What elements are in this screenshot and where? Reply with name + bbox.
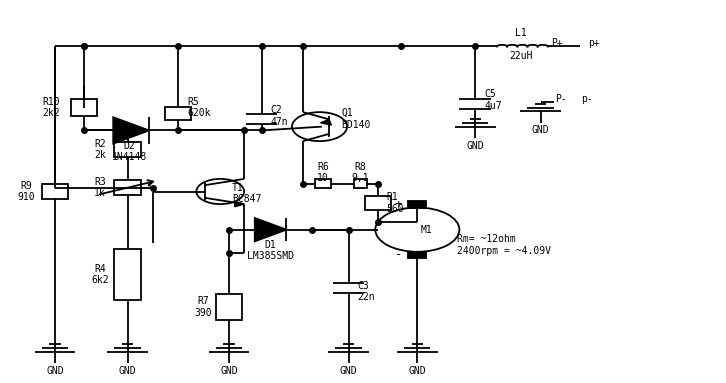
Bar [354,179,367,188]
Text: M1: M1 [421,225,433,235]
Bar [216,293,242,320]
Polygon shape [255,218,287,241]
Text: C5
4u7: C5 4u7 [484,89,502,111]
Text: T1
BC847: T1 BC847 [232,183,261,204]
Bar [115,142,141,157]
Text: R6
10: R6 10 [317,162,329,183]
Text: -: - [394,248,402,261]
Text: R1
560: R1 560 [386,192,404,214]
Text: Q1
BD140: Q1 BD140 [341,108,371,130]
Text: p-: p- [581,94,593,104]
Text: P-: P- [555,94,567,104]
Text: GND: GND [340,366,357,376]
Text: D2
1N4148: D2 1N4148 [112,141,147,162]
Text: R4
6k2: R4 6k2 [91,264,109,285]
Bar [408,252,426,258]
Text: +: + [394,198,402,211]
Polygon shape [113,117,149,144]
Bar [408,201,426,208]
Text: R5
620k: R5 620k [187,97,211,118]
Text: D1
LM385SMD: D1 LM385SMD [247,240,294,262]
Text: Rm= ~12ohm
2400rpm = ~4.09V: Rm= ~12ohm 2400rpm = ~4.09V [457,234,551,256]
Text: R7
390: R7 390 [195,296,213,318]
Text: L1: L1 [515,28,527,38]
Text: GND: GND [409,366,426,376]
Text: GND: GND [531,126,550,136]
Text: R10
2k2: R10 2k2 [43,97,60,118]
Bar [364,196,391,210]
Text: GND: GND [220,366,237,376]
Text: C2
47n: C2 47n [270,105,288,127]
Polygon shape [320,119,331,125]
Bar [42,184,68,199]
Text: GND: GND [118,366,136,376]
Text: R8
9,1: R8 9,1 [351,162,369,183]
Bar [71,99,97,116]
Text: p+: p+ [587,38,600,47]
Text: s: s [146,181,152,191]
Bar [315,179,330,188]
Polygon shape [234,201,244,207]
Bar [166,107,191,120]
Text: R2
2k: R2 2k [94,139,106,160]
Text: R9
910: R9 910 [17,181,35,202]
Text: P+: P+ [552,38,563,47]
Bar [115,180,141,195]
Text: 22uH: 22uH [509,51,533,61]
Text: GND: GND [467,141,484,151]
Text: R3
1k: R3 1k [94,177,106,198]
Bar [115,249,141,300]
Text: GND: GND [46,366,64,376]
Text: C3
22n: C3 22n [357,281,375,303]
